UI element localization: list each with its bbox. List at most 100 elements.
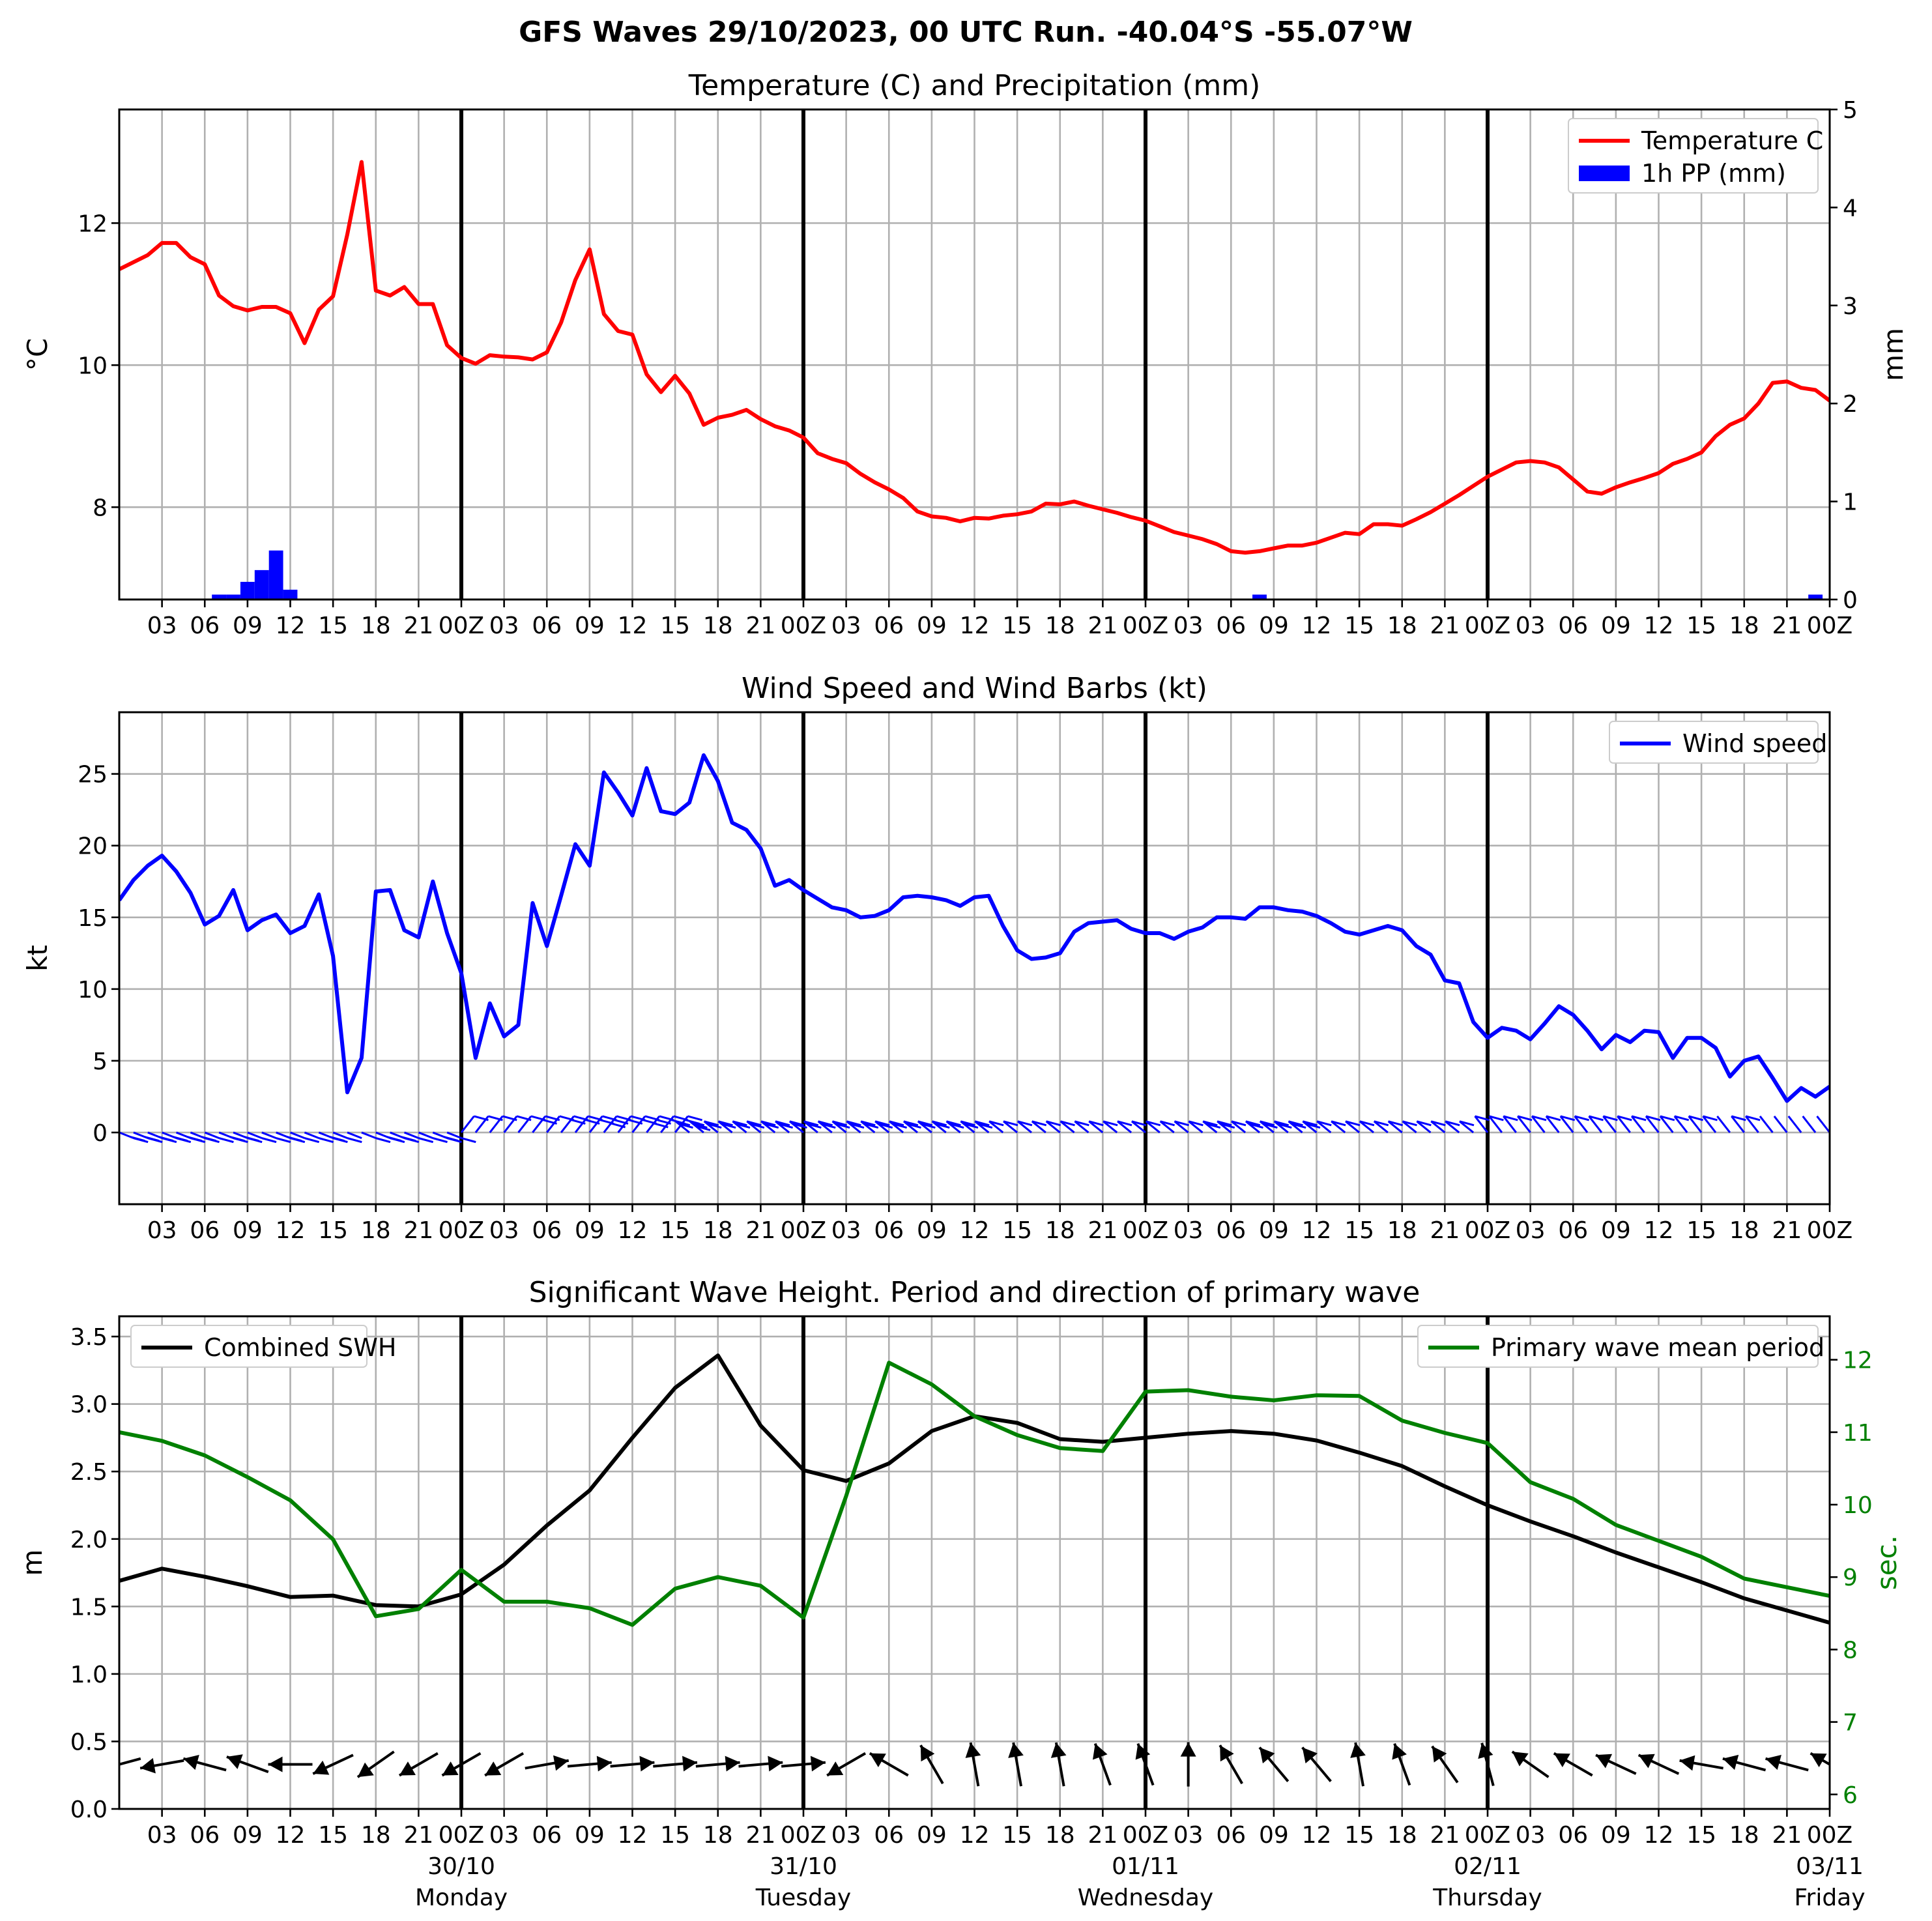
x-tick-label: 09: [233, 1217, 263, 1244]
x-tick-label: 09: [1259, 613, 1289, 639]
precip-bar: [268, 550, 283, 599]
x-tick-label: 12: [960, 613, 990, 639]
wind-barb-flag: [1388, 1120, 1404, 1127]
wind-barb: [1145, 1120, 1161, 1134]
wave-arrow-head: [183, 1754, 199, 1770]
x-tick-label: 21: [403, 1217, 433, 1244]
wind-barb: [474, 1116, 489, 1133]
axes-frame: [118, 711, 1831, 1206]
legend-entry: Temperature C: [1641, 126, 1823, 155]
wind-barb-flag: [820, 1123, 836, 1129]
wind-barb-flag: [1160, 1120, 1175, 1127]
wind-barb-flag: [792, 1123, 807, 1129]
wave-arrow-head: [1512, 1752, 1529, 1767]
x-tick-label: 21: [403, 613, 433, 639]
x-tick-label: 03: [1174, 613, 1204, 639]
x-tick-label: 09: [1601, 1217, 1631, 1244]
wind-barb-flag: [1674, 1115, 1690, 1121]
wave-arrow-head: [768, 1755, 783, 1772]
wind-barb-flag: [1245, 1120, 1261, 1127]
wind-barb: [560, 1116, 575, 1133]
wind-barb: [1802, 1116, 1817, 1133]
x-tick-label: 15: [1686, 1217, 1716, 1244]
wave-arrow-head: [1553, 1753, 1570, 1768]
wind-barb: [1430, 1120, 1446, 1134]
wave-arrow-head: [1350, 1742, 1366, 1758]
wind-barb-flag: [960, 1120, 975, 1127]
wind-barb: [1659, 1116, 1674, 1133]
x-tick-label: 15: [1344, 1217, 1374, 1244]
wind-barb-flag: [932, 1120, 947, 1127]
wind-barb-flag: [977, 1123, 993, 1129]
wind-barb: [889, 1120, 904, 1134]
wind-barb-flag: [732, 1120, 747, 1127]
x-tick-label: 18: [1045, 1822, 1075, 1849]
day-weekday-label: Tuesday: [755, 1885, 851, 1911]
precip-bar: [212, 594, 227, 599]
x-tick-label: 03: [489, 613, 519, 639]
x-tick-label: 09: [1601, 1822, 1631, 1849]
wind-barb: [988, 1120, 1004, 1134]
x-tick-label: 15: [1686, 613, 1716, 639]
wave-arrow-head: [553, 1755, 569, 1771]
x-tick-label: 03: [1174, 1217, 1204, 1244]
wind-barb-flag: [1202, 1120, 1218, 1127]
x-tick-label: 12: [1302, 1217, 1332, 1244]
plot-area: [119, 1353, 1830, 1787]
wind-barb-flag: [375, 1137, 391, 1144]
grid: [118, 712, 1831, 1204]
wind-barb: [1288, 1120, 1303, 1134]
wind-barb-flag: [219, 1137, 234, 1144]
x-tick-label: 03: [831, 613, 861, 639]
wind-barb-flag: [1374, 1120, 1389, 1127]
x-tick-label: 21: [403, 1822, 433, 1849]
wind-barb: [403, 1131, 420, 1140]
y2-tick-label: 6: [1843, 1782, 1858, 1809]
wind-barb-flag: [1345, 1120, 1361, 1127]
wind-barb-flag: [704, 1120, 719, 1127]
y-axis-label: °C: [22, 338, 53, 371]
wind-barb: [1373, 1120, 1389, 1134]
wind-barb-flag: [444, 1136, 459, 1142]
wave-direction-arrows: [119, 1742, 1830, 1787]
wind-barb-flag: [1560, 1115, 1576, 1121]
wind-barb-flag: [675, 1120, 691, 1127]
wind-barb: [1273, 1120, 1289, 1134]
wave-arrow-head: [725, 1755, 740, 1772]
wind-barbs: [119, 1115, 1830, 1144]
panel-title: Temperature (C) and Precipitation (mm): [688, 69, 1261, 102]
x-tick-label: 06: [1216, 613, 1246, 639]
day-date-label: 02/11: [1454, 1853, 1521, 1880]
wind-barb: [247, 1131, 263, 1140]
y-tick-label: 2.5: [70, 1459, 108, 1486]
y2-tick-label: 9: [1843, 1565, 1858, 1591]
wind-barb-flag: [718, 1120, 733, 1127]
x-tick-label: 06: [874, 1217, 904, 1244]
x-tick-label: 03: [489, 1822, 519, 1849]
wind-barb-flag: [418, 1137, 434, 1144]
wind-barb-flag: [1459, 1120, 1475, 1127]
x-tick-label: 12: [1302, 613, 1332, 639]
day-date-label: 30/10: [427, 1853, 495, 1880]
wind-barb-flag: [721, 1123, 736, 1129]
x-tick-label: 03: [831, 1217, 861, 1244]
x-tick-label: 15: [1344, 1822, 1374, 1849]
legend-swatch: [1579, 166, 1630, 181]
y2-tick-label: 0: [1843, 587, 1858, 614]
panel-title: Wind Speed and Wind Barbs (kt): [742, 672, 1207, 705]
wave-arrow-head: [1722, 1754, 1739, 1770]
wind-panel: Wind Speed and Wind Barbs (kt) 0 5 10 15 20 25…: [22, 672, 1853, 1244]
wind-barb-flag: [1146, 1120, 1161, 1127]
axes-frame: [118, 108, 1831, 601]
y-tick-label: 5: [93, 1048, 108, 1075]
day-weekday-label: Monday: [415, 1885, 508, 1911]
wave-arrow-head: [442, 1761, 459, 1776]
x-tick-label: 21: [1430, 613, 1460, 639]
wind-barb-flag: [1488, 1115, 1504, 1121]
wind-barb-flag: [1291, 1123, 1306, 1129]
wind-barb-flag: [1416, 1120, 1432, 1127]
x-tick-label: 15: [1686, 1822, 1716, 1849]
wind-barb-flag: [1445, 1120, 1460, 1127]
wind-barb-flag: [1531, 1115, 1547, 1121]
legend-entry: Combined SWH: [204, 1333, 396, 1362]
